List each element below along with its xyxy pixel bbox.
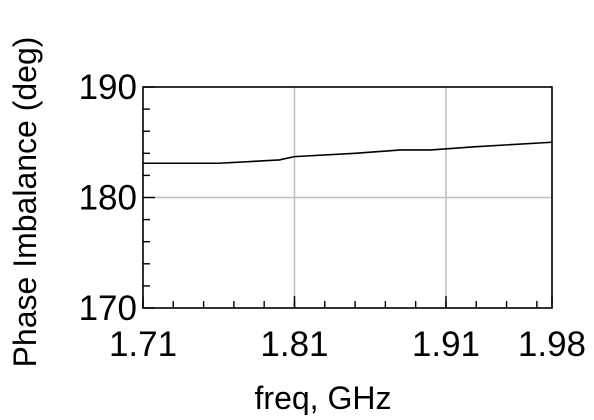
grid-lines: [143, 87, 552, 308]
x-tick-label-1: 1.81: [260, 325, 328, 364]
data-series: [143, 141, 553, 165]
y-axis-title: Phase Imbalance (deg): [7, 37, 43, 368]
x-axis-title: freq, GHz: [255, 380, 392, 415]
tick-labels: 1.71 1.81 1.91 1.98 170 180 190: [79, 68, 586, 364]
y-tick-label-0: 170: [79, 289, 137, 328]
x-tick-label-2: 1.91: [412, 325, 480, 364]
y-tick-label-1: 180: [79, 179, 137, 218]
axes: [142, 86, 553, 309]
x-tick-label-0: 1.71: [109, 325, 177, 364]
x-tick-label-3: 1.98: [518, 325, 586, 364]
y-tick-label-2: 190: [79, 68, 137, 107]
series-line-0: [143, 141, 553, 165]
